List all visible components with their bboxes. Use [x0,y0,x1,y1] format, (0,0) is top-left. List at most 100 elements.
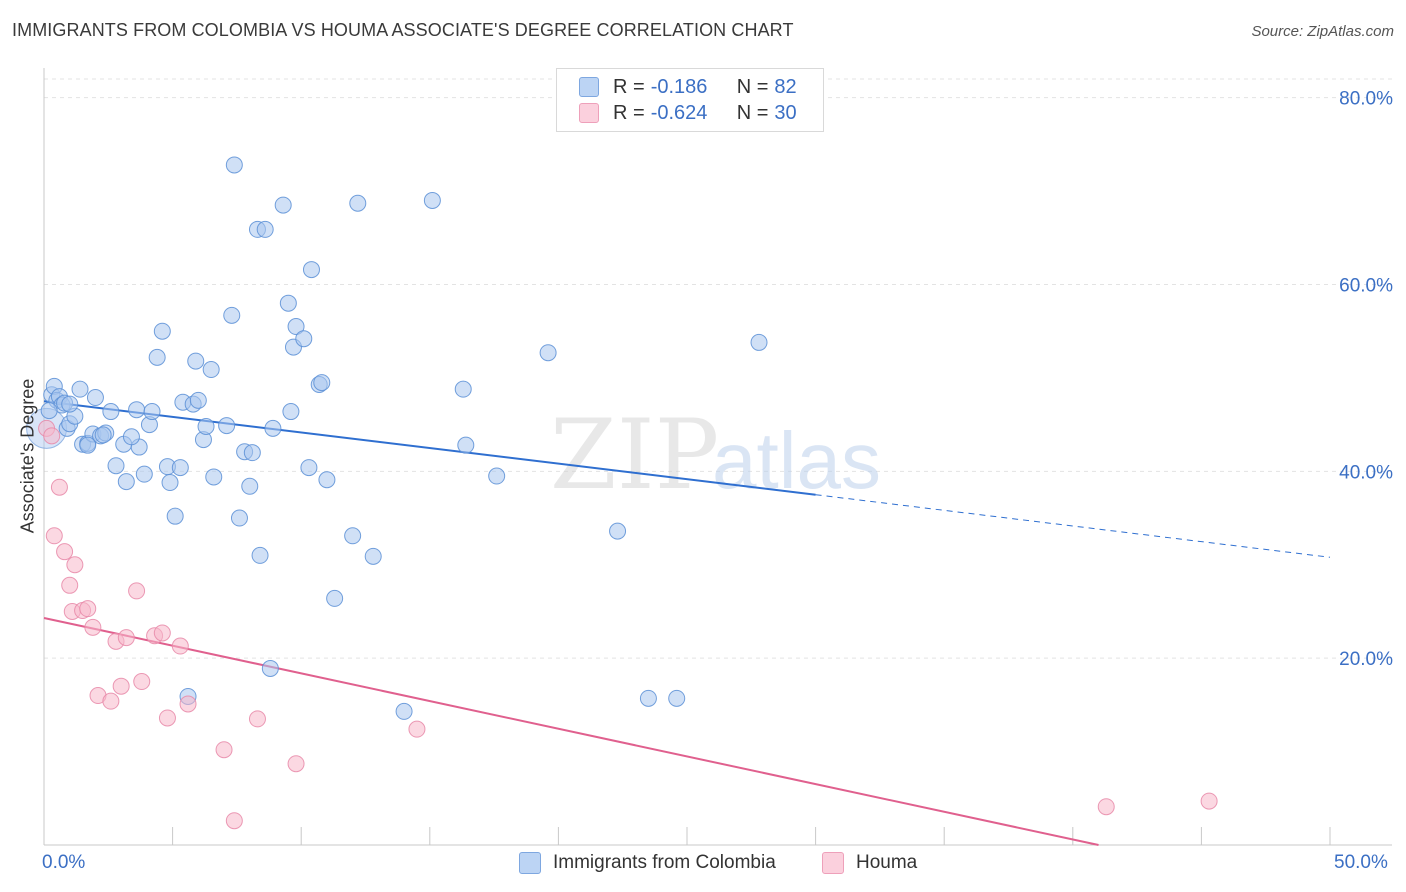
axes [43,68,1392,846]
data-point [117,629,135,647]
data-point [395,702,413,720]
data-point [349,194,367,212]
legend-item-houma: Houma [822,852,917,874]
data-point [243,444,261,462]
data-point [61,395,79,413]
data-point [153,322,171,340]
data-point [264,419,282,437]
data-point [148,348,166,366]
data-point [261,659,279,677]
data-point [251,546,269,564]
data-point [61,576,79,594]
data-point [117,473,135,491]
y-tick-labels: 20.0% 40.0% 60.0% 80.0% [1339,89,1393,670]
data-point [364,547,382,565]
data-point [128,401,146,419]
data-point [488,467,506,485]
data-point [313,374,331,392]
legend-item-label: Houma [856,852,918,873]
data-point [45,527,63,545]
x-tick-label-min: 0.0% [42,852,86,873]
y-tick-label: 20.0% [1339,649,1393,670]
data-point [202,361,220,379]
data-point [282,403,300,421]
data-point [256,220,274,238]
legend-r-label: R = [613,101,645,124]
data-point [302,261,320,279]
legend-row-houma: R = -0.624 N = 30 [579,100,797,126]
data-point [179,695,197,713]
data-point [454,380,472,398]
data-point [189,391,207,409]
data-point [300,459,318,477]
legend-r-value: -0.624 [650,101,708,124]
data-point [287,318,305,336]
data-point [218,417,236,435]
data-point [102,692,120,710]
trend-line-colombia-extension [815,494,1331,558]
data-point [171,637,189,655]
data-point [112,677,130,695]
legend-n-label: N = [736,75,769,98]
data-point [318,471,336,489]
data-point [79,600,97,618]
legend-swatch-pink [822,852,844,874]
data-point [457,436,475,454]
watermark-atlas: atlas [712,416,881,505]
data-point [153,624,171,642]
y-tick-label: 40.0% [1339,462,1393,483]
data-point [135,465,153,483]
gridlines [44,78,1392,659]
data-point [215,741,233,759]
data-point [639,689,657,707]
data-point [50,478,68,496]
data-point [205,468,223,486]
data-point [56,543,74,561]
trend-line-colombia [43,400,816,496]
data-point [326,589,344,607]
data-point [668,689,686,707]
legend-r-value: -0.186 [650,75,708,98]
source-credit: Source: ZipAtlas.com [1251,23,1394,40]
legend-item-label: Immigrants from Colombia [553,852,776,873]
data-point [66,556,84,574]
legend-swatch-blue [579,77,599,97]
watermark-zip: ZIP [550,399,719,511]
data-point [40,402,58,420]
legend-swatch-pink [579,103,599,123]
y-axis-label: Associate's Degree [17,378,38,534]
legend-item-colombia: Immigrants from Colombia [519,852,776,874]
data-point [187,352,205,370]
data-point [79,436,97,454]
data-point [143,403,161,421]
data-point [128,582,146,600]
data-point [43,427,61,445]
series-legend: Immigrants from Colombia Houma [0,852,1406,878]
data-point [539,344,557,362]
data-point [609,522,627,540]
data-point [1200,792,1218,810]
trend-lines [43,400,1331,846]
data-point [225,156,243,174]
data-point [102,403,120,421]
data-point [223,306,241,324]
data-point [71,380,89,398]
data-point [279,294,297,312]
data-point [230,509,248,527]
legend-row-colombia: R = -0.186 N = 82 [579,74,797,100]
chart-title: IMMIGRANTS FROM COLOMBIA VS HOUMA ASSOCI… [12,20,794,40]
legend-n-value: 30 [774,101,797,124]
legend-stats: R = -0.186 N = 82 R = -0.624 N = 30 [556,68,824,132]
data-point [241,477,259,495]
data-point [274,196,292,214]
data-point [122,428,140,446]
data-point [344,527,362,545]
legend-n-value: 82 [774,75,797,98]
data-point [750,333,768,351]
data-point [248,710,266,728]
legend-r-label: R = [613,75,645,98]
data-point [225,812,243,830]
data-points [26,156,1218,830]
data-point [171,459,189,477]
trend-line-houma [43,617,1099,846]
